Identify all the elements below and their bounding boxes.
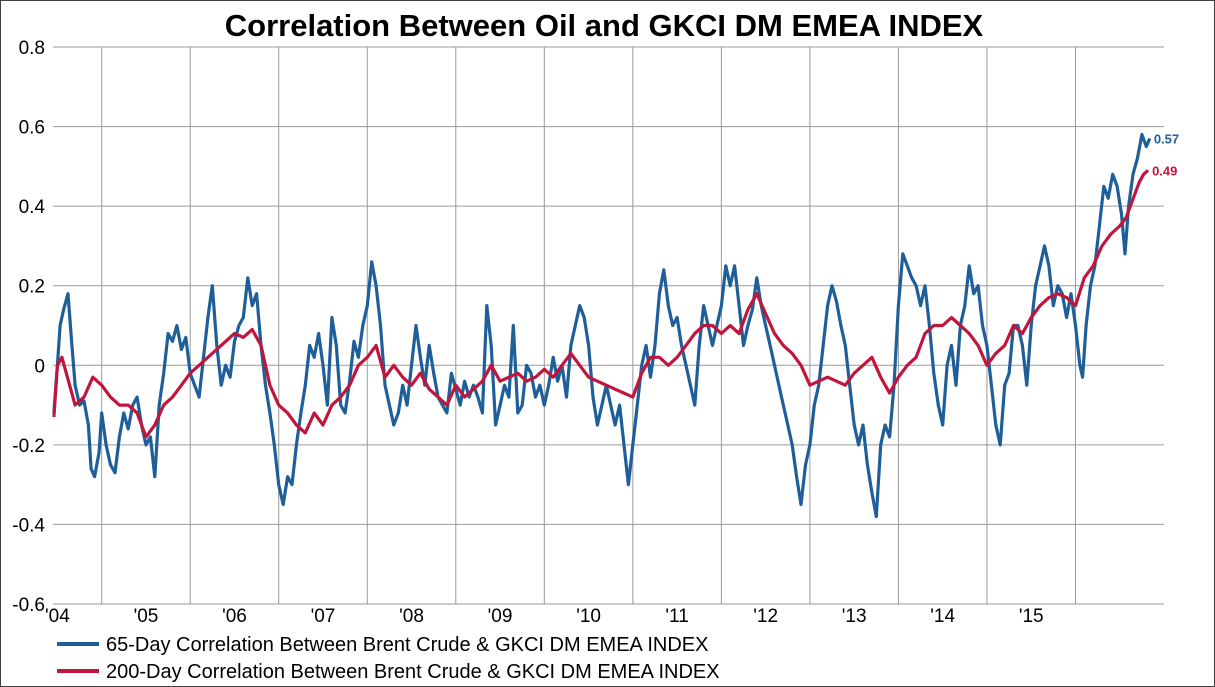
y-tick-label: 0.6: [19, 118, 45, 139]
series-layer: [52, 132, 1152, 519]
x-tick-label: '08: [399, 606, 424, 627]
end-value-label: 0.49: [1152, 163, 1177, 178]
y-tick-label: 0.4: [19, 197, 46, 218]
legend-label: 200-Day Correlation Between Brent Crude …: [106, 661, 720, 683]
series-line-200-day: [52, 169, 1150, 439]
x-tick-label: '12: [753, 606, 778, 627]
end-label-layer: 0.57 0.49: [1152, 132, 1179, 179]
end-value-label: 0.57: [1154, 132, 1179, 147]
x-tick-label: '15: [1019, 606, 1044, 627]
legend: 65-Day Correlation Between Brent Crude &…: [57, 634, 720, 683]
x-tick-label: '07: [311, 606, 336, 627]
x-tick-label: '05: [134, 606, 159, 627]
y-tick-label: 0.2: [19, 277, 45, 298]
x-tick-label: '10: [576, 606, 601, 627]
chart-title: Correlation Between Oil and GKCI DM EMEA…: [225, 8, 984, 43]
x-tick-label: '14: [930, 606, 955, 627]
y-tick-label: -0.2: [12, 436, 45, 457]
x-tick-label: '06: [222, 606, 247, 627]
y-tick-label: 0: [34, 356, 45, 377]
grid-layer: [53, 46, 1164, 605]
y-tick-label: -0.4: [12, 515, 45, 536]
y-tick-label: 0.8: [19, 38, 45, 59]
series-line-65-day: [52, 132, 1152, 519]
y-tick-label: -0.6: [12, 595, 45, 616]
x-tick-label: '11: [665, 606, 688, 627]
legend-label: 65-Day Correlation Between Brent Crude &…: [106, 634, 708, 656]
x-tick-label: '04: [45, 606, 70, 627]
x-tick-label: '09: [488, 606, 513, 627]
x-tick-label: '13: [842, 606, 867, 627]
axis-layer: 0.8 0.6 0.4 0.2 0 -0.2 -0.4 -0.6'04 '05 '06 '07 '08…: [12, 38, 1043, 627]
